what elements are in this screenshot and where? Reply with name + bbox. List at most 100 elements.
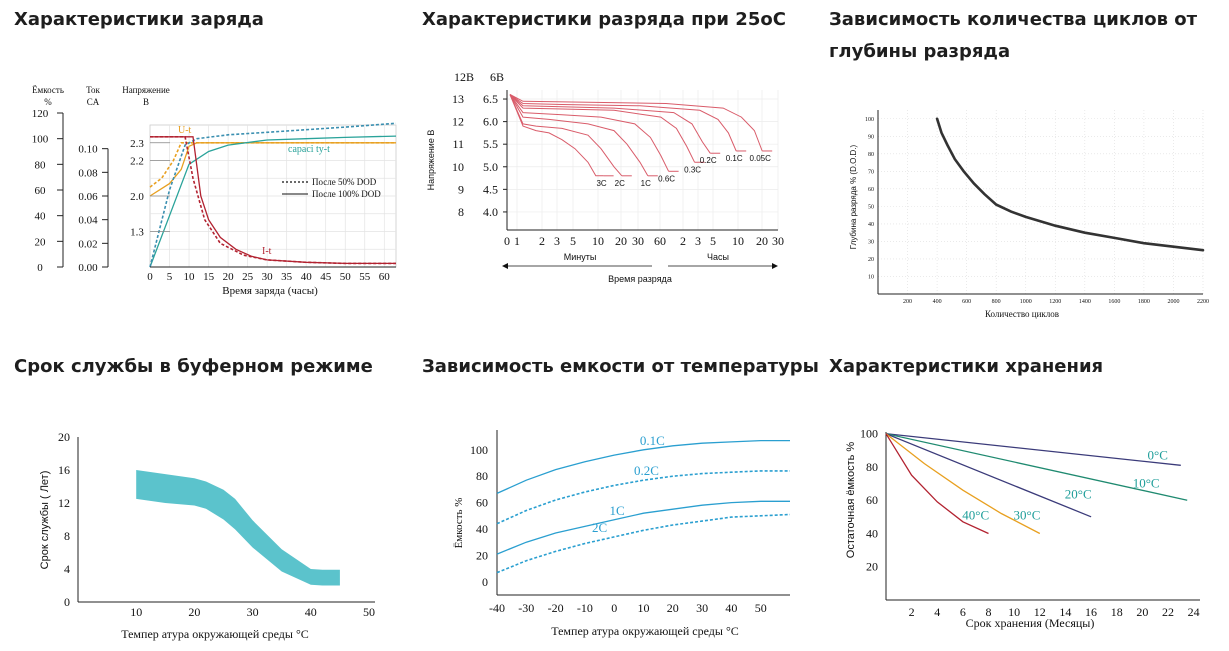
capacity-axis-unit: % bbox=[44, 97, 52, 107]
discharge-curve-0-2c bbox=[509, 94, 711, 154]
charge-legend: После 50% DOD После 100% DOD bbox=[282, 177, 381, 199]
x-tick-label: 50 bbox=[340, 271, 352, 283]
x-minutes-tick-label: 1 bbox=[514, 234, 520, 248]
float-xlabel: Темпер атура окружающей среды °C bbox=[121, 627, 309, 641]
y-tick-label: 80 bbox=[476, 469, 488, 483]
current-tick-label: 0.08 bbox=[78, 167, 98, 179]
captemp-label-0-1c: 0.1C bbox=[640, 433, 665, 448]
y12-tick-label: 11 bbox=[452, 137, 464, 151]
x-tick-label: 8 bbox=[986, 605, 992, 619]
capacity-tick-label: 40 bbox=[35, 211, 47, 223]
storage-label-0-c: 0°C bbox=[1148, 447, 1168, 462]
y-tick-label: 20 bbox=[868, 257, 874, 263]
storage-label-30-c: 30°C bbox=[1014, 507, 1041, 522]
y-tick-label: 70 bbox=[868, 169, 874, 175]
curve-label-0-3c: 0.3C bbox=[684, 165, 701, 174]
voltage-axis-header: Напряжение bbox=[122, 85, 170, 95]
storage-series-10-c bbox=[885, 433, 1188, 501]
y-tick-label: 0 bbox=[482, 575, 488, 589]
x-hours-tick-label: 10 bbox=[732, 234, 744, 248]
capacity-temp-title: Зависимость емкости от температуры bbox=[422, 356, 819, 377]
current-tick-label: 0.06 bbox=[78, 191, 98, 203]
discharge-curve-0-6c bbox=[509, 94, 670, 172]
capacity-tick-label: 120 bbox=[32, 108, 49, 120]
voltage-tick-label: 2.3 bbox=[130, 138, 144, 150]
captemp-series-0-2c bbox=[496, 470, 790, 525]
x-tick-label: 600 bbox=[962, 299, 971, 305]
storage-title: Характеристики хранения bbox=[829, 356, 1104, 377]
x-tick-label: 55 bbox=[359, 271, 371, 283]
y-tick-label: 90 bbox=[868, 134, 874, 140]
discharge-chart: 12В 6В Напряжение В 13121110986.56.05.55… bbox=[426, 70, 784, 284]
discharge-title: Характеристики разряда при 25oC bbox=[422, 9, 786, 30]
discharge-curve-3c bbox=[509, 94, 604, 177]
storage-series-20-c bbox=[885, 433, 1092, 518]
current-axis-header: Ток bbox=[86, 85, 100, 95]
y-tick-label: 40 bbox=[476, 522, 488, 536]
voltage-tick-label: 2.0 bbox=[130, 191, 144, 203]
discharge-ylabel: Напряжение В bbox=[426, 130, 436, 191]
y-tick-label: 40 bbox=[866, 526, 878, 540]
y6-tick-label: 5.5 bbox=[483, 137, 498, 151]
x-tick-label: 60 bbox=[379, 271, 391, 283]
y-tick-label: 50 bbox=[868, 204, 874, 210]
y12-tick-label: 8 bbox=[458, 205, 464, 219]
time-arrows bbox=[502, 263, 778, 269]
x-minutes-tick-label: 60 bbox=[654, 234, 666, 248]
current-tick-label: 0.00 bbox=[78, 262, 98, 274]
capacity-tick-label: 100 bbox=[32, 134, 49, 146]
y-tick-label: 8 bbox=[64, 529, 70, 543]
curve-label-0-6c: 0.6C bbox=[658, 174, 675, 183]
x-tick-label: 5 bbox=[167, 271, 173, 283]
x-tick-label: 10 bbox=[638, 601, 650, 615]
cycles-ylabel: Глубина разряда % (D.O.D.) bbox=[849, 144, 858, 249]
x-tick-label: 0 bbox=[611, 601, 617, 615]
y6-tick-label: 4.0 bbox=[483, 205, 498, 219]
curve-label-2c: 2C bbox=[615, 179, 625, 188]
series-capaci-ty-t-solid bbox=[149, 135, 397, 268]
x-tick-label: -20 bbox=[548, 601, 564, 615]
storage-label-40-c: 40°C bbox=[962, 507, 989, 522]
cycles-xlabel: Количество циклов bbox=[985, 309, 1059, 319]
y-tick-label: 20 bbox=[58, 430, 70, 444]
curve-label-3c: 3C bbox=[596, 179, 606, 188]
x-tick-label: 22 bbox=[1162, 605, 1174, 619]
y-tick-label: 60 bbox=[866, 493, 878, 507]
y-tick-label: 20 bbox=[476, 548, 488, 562]
y-tick-label: 80 bbox=[868, 152, 874, 158]
x-minutes-tick-label: 10 bbox=[592, 234, 604, 248]
float-ylabel: Срок службы ( Лет) bbox=[39, 471, 51, 570]
x-tick-label: 20 bbox=[1136, 605, 1148, 619]
x-tick-label: 40 bbox=[725, 601, 737, 615]
y-tick-label: 30 bbox=[868, 239, 874, 245]
discharge-curve-0-05c bbox=[509, 94, 763, 152]
x-hours-tick-label: 3 bbox=[695, 234, 701, 248]
x-tick-label: 35 bbox=[281, 271, 293, 283]
float-life-chart: 0 4 8 12 16 20 10 20 30 40 50 Срок службы ( Лет) Т… bbox=[39, 430, 375, 641]
y-tick-label: 60 bbox=[868, 187, 874, 193]
x-minutes-tick-label: 20 bbox=[615, 234, 627, 248]
cycles-curve-0 bbox=[935, 117, 1205, 252]
captemp-series-2c bbox=[496, 513, 791, 574]
y6-tick-label: 6.0 bbox=[483, 115, 498, 129]
charge-xlabel: Время заряда (часы) bbox=[222, 285, 318, 297]
curve-label-0-2c: 0.2C bbox=[700, 156, 717, 165]
y-tick-label: 20 bbox=[866, 560, 878, 574]
current-tick-label: 0.04 bbox=[78, 215, 98, 227]
x-hours-tick-label: 20 bbox=[756, 234, 768, 248]
series-u-t-dotted bbox=[149, 141, 396, 188]
u-t-label: U-t bbox=[178, 125, 192, 136]
y-tick-label: 16 bbox=[58, 463, 70, 477]
legend-dotted-label: После 50% DOD bbox=[312, 177, 377, 187]
curve-label-0-05c: 0.05C bbox=[750, 154, 772, 163]
x-tick-label: 45 bbox=[320, 271, 332, 283]
captemp-xlabel: Темпер атура окружающей среды °C bbox=[551, 624, 739, 638]
hours-group-label: Часы bbox=[707, 252, 729, 262]
x-tick-label: 400 bbox=[933, 299, 942, 305]
x-tick-label: 4 bbox=[934, 605, 940, 619]
y12-header: 12В bbox=[454, 70, 474, 84]
float-life-band bbox=[136, 470, 340, 586]
x-tick-label: 20 bbox=[667, 601, 679, 615]
capacity-tick-label: 0 bbox=[37, 262, 43, 274]
